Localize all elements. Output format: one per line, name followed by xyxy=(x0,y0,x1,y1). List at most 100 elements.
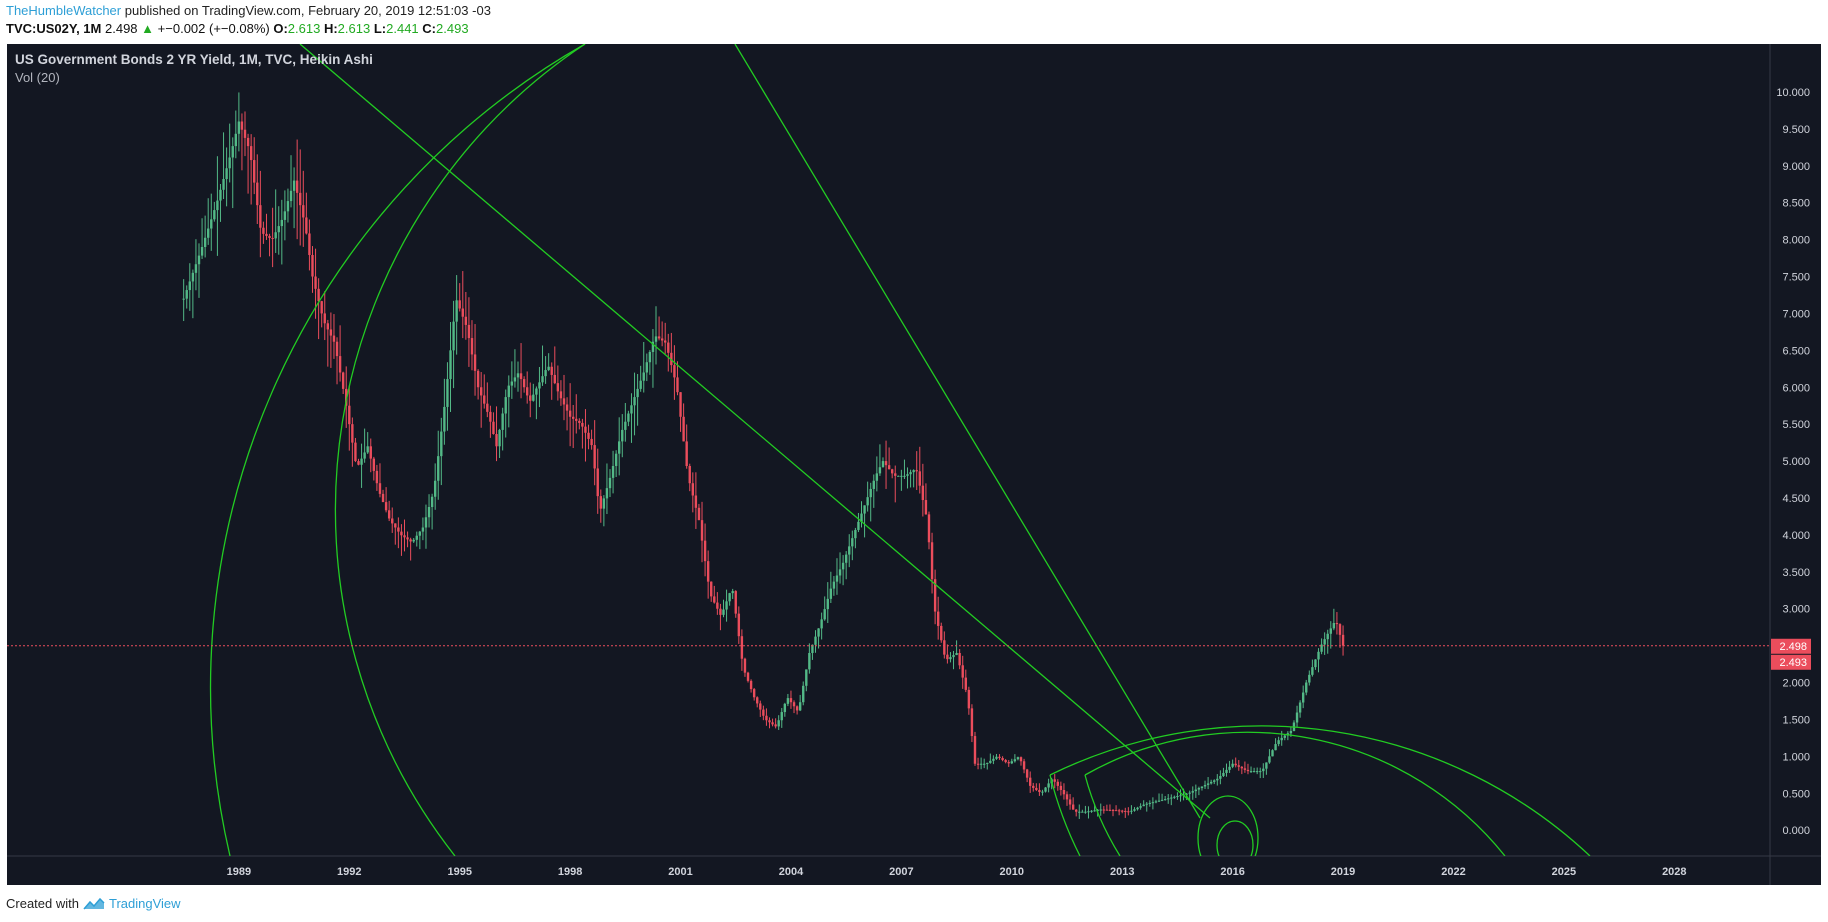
x-tick-label: 1989 xyxy=(227,866,251,878)
candle-body xyxy=(608,477,612,489)
candle-body xyxy=(1022,761,1026,770)
candle-body xyxy=(973,736,977,764)
candle-body xyxy=(366,446,369,453)
candle-body xyxy=(1311,667,1314,675)
candle-body xyxy=(1320,644,1323,652)
candle-body xyxy=(673,365,676,378)
candle-body xyxy=(256,182,259,206)
tradingview-brand-link[interactable]: TradingView xyxy=(108,896,181,911)
candle-body xyxy=(1280,737,1283,741)
candle-body xyxy=(823,609,826,620)
candle-body xyxy=(792,702,796,707)
candle-body xyxy=(1259,771,1262,773)
candle-body xyxy=(1065,794,1069,800)
fib-arc-third[interactable] xyxy=(1049,725,1591,856)
candle-body xyxy=(703,540,707,562)
candle-body xyxy=(1090,810,1093,812)
candle-body xyxy=(197,255,201,265)
candle-body xyxy=(338,356,342,373)
candle-body xyxy=(897,475,900,477)
candle-body xyxy=(740,636,744,659)
symbol-label: TVC:US02Y, 1M xyxy=(6,21,102,36)
fib-circle-tiny[interactable] xyxy=(1216,820,1254,869)
candle-body xyxy=(470,338,474,355)
y-tick-label: 8.500 xyxy=(1782,198,1810,210)
candle-body xyxy=(909,472,912,475)
candle-body xyxy=(1228,766,1231,770)
candle-body xyxy=(329,329,333,336)
candle-body xyxy=(326,323,330,330)
y-tick-label: 4.500 xyxy=(1782,493,1810,505)
fib-arc-fourth-left[interactable] xyxy=(1084,774,1121,856)
candle-body xyxy=(777,720,780,727)
candle-body xyxy=(786,698,790,704)
candle-body xyxy=(1007,762,1010,764)
candle-body xyxy=(357,461,360,465)
candle-body xyxy=(427,507,431,518)
candle-body xyxy=(314,276,317,289)
y-tick-label: 10.000 xyxy=(1776,87,1810,99)
candle-body xyxy=(1157,800,1161,802)
up-arrow-icon: ▲ xyxy=(141,21,155,36)
candle-body xyxy=(900,475,903,477)
fib-arc-third-left[interactable] xyxy=(1049,774,1081,856)
candle-body xyxy=(1298,702,1302,713)
candle-body xyxy=(961,665,964,678)
candle-body xyxy=(759,703,762,710)
candle-body xyxy=(648,351,652,363)
candle-body xyxy=(915,470,918,472)
candle-body xyxy=(1170,797,1173,799)
candle-body xyxy=(863,505,866,514)
candle-body xyxy=(320,301,323,314)
candle-body xyxy=(1081,811,1084,813)
candle-body xyxy=(210,219,213,229)
candle-body xyxy=(461,308,464,317)
y-tick-label: 1.500 xyxy=(1782,714,1810,726)
candle-body xyxy=(369,446,372,459)
candle-body xyxy=(1025,769,1029,778)
candle-body xyxy=(418,531,422,536)
candle-body xyxy=(556,383,560,392)
candle-body xyxy=(857,521,860,530)
candle-body xyxy=(1176,796,1179,798)
candle-body xyxy=(848,546,851,555)
candle-body xyxy=(1127,811,1130,813)
candle-body xyxy=(510,381,514,386)
candle-body xyxy=(700,520,704,541)
candle-body xyxy=(1243,768,1247,770)
candle-body xyxy=(780,712,783,721)
candle-body xyxy=(473,354,477,371)
trend-line-2[interactable] xyxy=(734,44,1201,819)
candle-body xyxy=(498,429,501,447)
candle-body xyxy=(614,453,618,466)
candle-body xyxy=(323,313,326,324)
price-badge xyxy=(1771,654,1811,670)
candle-body xyxy=(970,708,974,737)
candle-body xyxy=(1185,793,1188,795)
candle-body xyxy=(1332,623,1336,629)
author-link[interactable]: TheHumbleWatcher xyxy=(6,3,122,18)
candle-body xyxy=(237,121,241,134)
candle-body xyxy=(544,370,547,377)
candle-body xyxy=(1295,712,1299,723)
fib-circle-small[interactable] xyxy=(1197,795,1259,880)
high-label: H: xyxy=(323,21,338,36)
y-tick-label: 6.500 xyxy=(1782,345,1810,357)
candle-body xyxy=(1108,809,1112,811)
chart-panel[interactable] xyxy=(7,44,1821,885)
candle-body xyxy=(1203,784,1207,787)
fib-arc-fourth[interactable] xyxy=(1084,731,1506,856)
candle-body xyxy=(522,379,526,388)
candle-body xyxy=(1323,639,1326,645)
candle-body xyxy=(200,247,204,256)
fib-arc-outer[interactable] xyxy=(209,44,586,856)
candle-body xyxy=(1084,811,1087,813)
candle-body xyxy=(234,133,238,147)
candle-body xyxy=(1338,624,1342,635)
trend-line-1[interactable] xyxy=(299,44,1211,819)
close-label: C: xyxy=(422,21,437,36)
fib-arc-second[interactable] xyxy=(334,44,586,856)
candle-body xyxy=(516,373,520,378)
candle-body xyxy=(746,672,750,681)
